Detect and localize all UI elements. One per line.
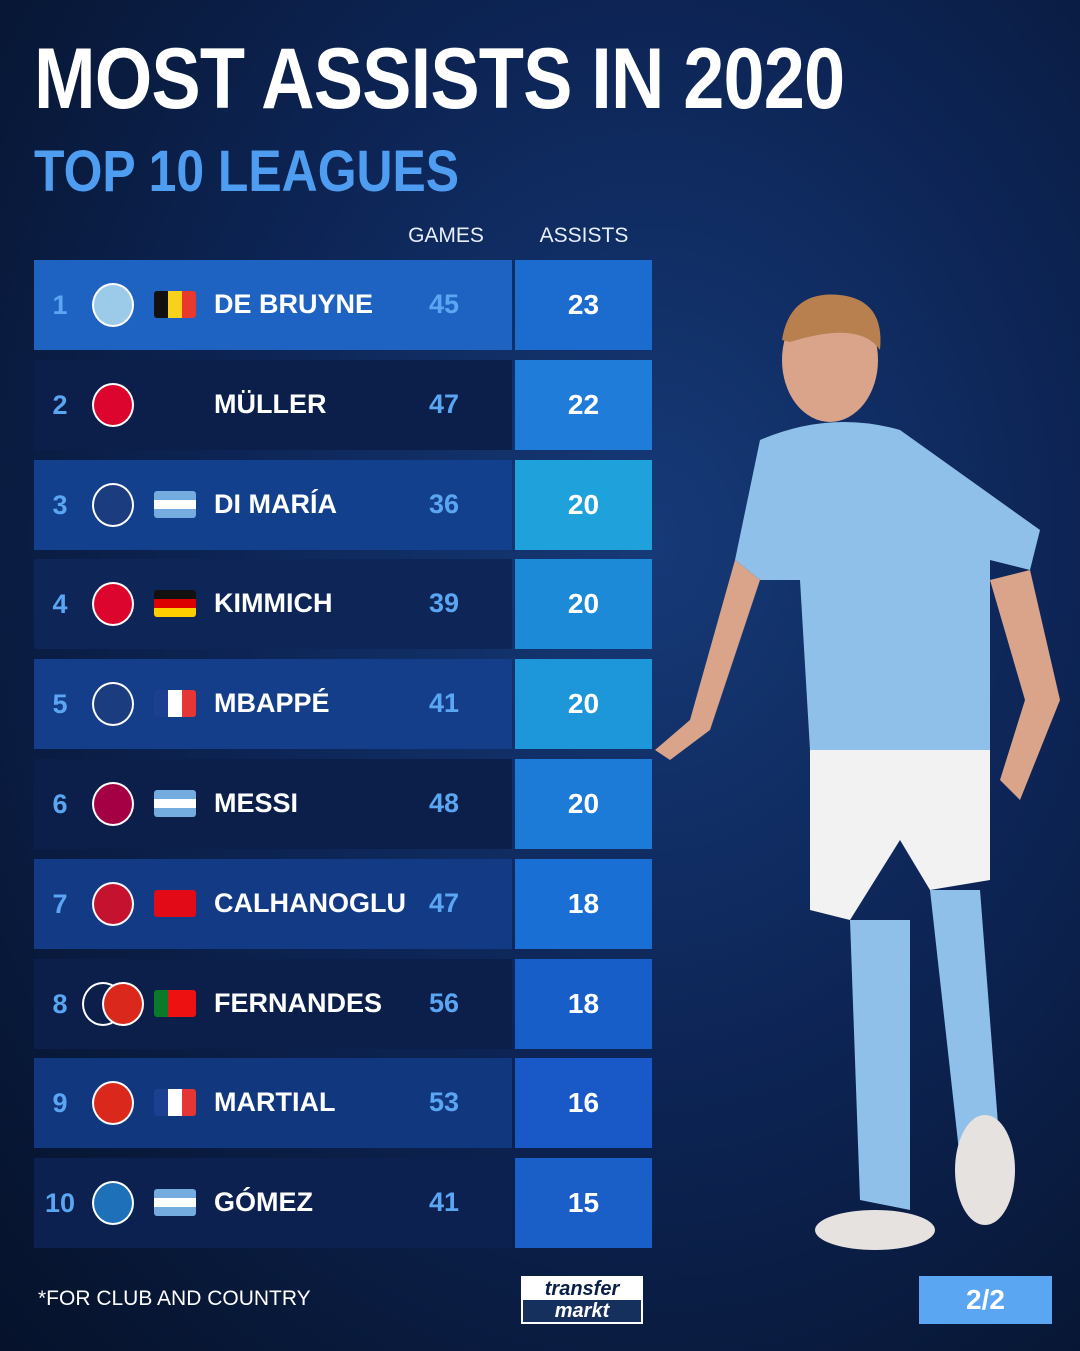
row-main: 2 MÜLLER 47 [34, 359, 512, 450]
rank: 9 [52, 1088, 68, 1119]
table-row: 2 MÜLLER 47 22 [34, 359, 652, 450]
flag-argentina-icon [154, 1189, 196, 1217]
logo-line-1: transfer [544, 1278, 620, 1300]
footnote: *FOR CLUB AND COUNTRY [38, 1287, 311, 1310]
table-row: 4 KIMMICH 39 20 [34, 559, 652, 650]
player-name: MESSI [214, 788, 299, 818]
player-name: MÜLLER [214, 388, 327, 419]
row-main: 3 DI MARÍA 36 [34, 459, 512, 550]
games-value: 41 [428, 1187, 460, 1218]
flag-germany-icon [154, 590, 196, 618]
page-title: MOST ASSISTS IN 2020 [34, 31, 845, 127]
games-value: 41 [428, 688, 460, 719]
assists-value: 18 [515, 958, 652, 1049]
row-main: 10 GÓMEZ 41 [34, 1158, 512, 1249]
player-name: KIMMICH [214, 588, 333, 619]
assists-value: 16 [515, 1058, 652, 1149]
rank: 5 [52, 689, 68, 720]
club-crest-bayern-munich [92, 382, 134, 427]
flag-argentina-icon [154, 790, 196, 817]
club-crest-ac-milan [92, 881, 134, 926]
flag-argentina-icon [154, 490, 196, 518]
player-name: FERNANDES [214, 987, 383, 1018]
table-row: 10 GÓMEZ 41 15 [34, 1158, 652, 1249]
rank: 10 [44, 1188, 76, 1219]
rank: 7 [52, 888, 68, 919]
row-main: 8 FERNANDES 56 [34, 958, 512, 1049]
rank: 3 [52, 489, 68, 520]
assists-value: 23 [515, 260, 652, 350]
flag-belgium-icon [154, 291, 196, 318]
assists-value: 20 [515, 459, 652, 550]
club-crest-manchester-united [102, 981, 144, 1026]
flag-portugal-icon [154, 989, 196, 1017]
rank: 6 [52, 789, 68, 819]
table-row: 5 MBAPPÉ 41 20 [34, 659, 652, 750]
player-name: MBAPPÉ [214, 688, 330, 719]
rank: 2 [52, 389, 68, 420]
player-name: DI MARÍA [214, 488, 337, 519]
row-main: 4 KIMMICH 39 [34, 559, 512, 650]
row-main: 9 MARTIAL 53 [34, 1058, 512, 1149]
page-indicator: 2/2 [919, 1276, 1052, 1324]
club-crest-paris-saint-germain [92, 482, 134, 527]
table-row: 6 MESSI 48 20 [34, 759, 652, 849]
column-header-games: GAMES [408, 224, 484, 247]
games-value: 56 [428, 987, 460, 1018]
club-crest-manchester-city [92, 283, 134, 327]
row-main: 1 DE BRUYNE 45 [34, 260, 512, 350]
games-value: 53 [428, 1087, 460, 1118]
assists-value: 20 [515, 759, 652, 849]
page-subtitle: TOP 10 LEAGUES [34, 139, 460, 204]
club-crest-bayern-munich [92, 582, 134, 627]
games-value: 36 [428, 488, 460, 519]
games-value: 47 [428, 388, 460, 419]
games-value: 48 [428, 788, 460, 818]
assists-value: 20 [515, 659, 652, 750]
player-name: GÓMEZ [214, 1187, 313, 1218]
table-row: 9 MARTIAL 53 16 [34, 1058, 652, 1149]
table-row: 3 DI MARÍA 36 20 [34, 459, 652, 550]
table-row: 8 FERNANDES 56 18 [34, 958, 652, 1049]
assists-value: 20 [515, 559, 652, 650]
row-main: 5 MBAPPÉ 41 [34, 659, 512, 750]
club-crest-manchester-united [92, 1081, 134, 1126]
logo-line-2: markt [523, 1300, 641, 1322]
games-value: 39 [428, 588, 460, 619]
column-header-assists: ASSISTS [539, 224, 629, 247]
club-crest-paris-saint-germain [92, 682, 134, 727]
player-name: CALHANOGLU [214, 887, 406, 918]
player-name: DE BRUYNE [214, 289, 374, 319]
games-value: 45 [428, 289, 460, 319]
table-row: 7 CALHANOGLU 47 18 [34, 858, 652, 949]
rank: 1 [52, 290, 68, 320]
rank: 8 [52, 988, 68, 1019]
flag-france-icon [154, 690, 196, 718]
player-name: MARTIAL [214, 1087, 336, 1118]
row-main: 6 MESSI 48 [34, 759, 512, 849]
transfermarkt-logo: transfer markt [521, 1276, 643, 1324]
assists-value: 22 [515, 359, 652, 450]
assists-value: 15 [515, 1158, 652, 1249]
assists-value: 18 [515, 858, 652, 949]
club-crest-fc-barcelona [92, 782, 134, 826]
player-photo [655, 294, 1060, 1250]
rank: 4 [52, 589, 68, 620]
flag-france-icon [154, 1089, 196, 1117]
table-row: 1 DE BRUYNE 45 23 [34, 260, 652, 350]
row-main: 7 CALHANOGLU 47 [34, 858, 512, 949]
club-crest-atalanta [92, 1181, 134, 1226]
flag-turkey-icon [154, 889, 196, 917]
games-value: 47 [428, 887, 460, 918]
